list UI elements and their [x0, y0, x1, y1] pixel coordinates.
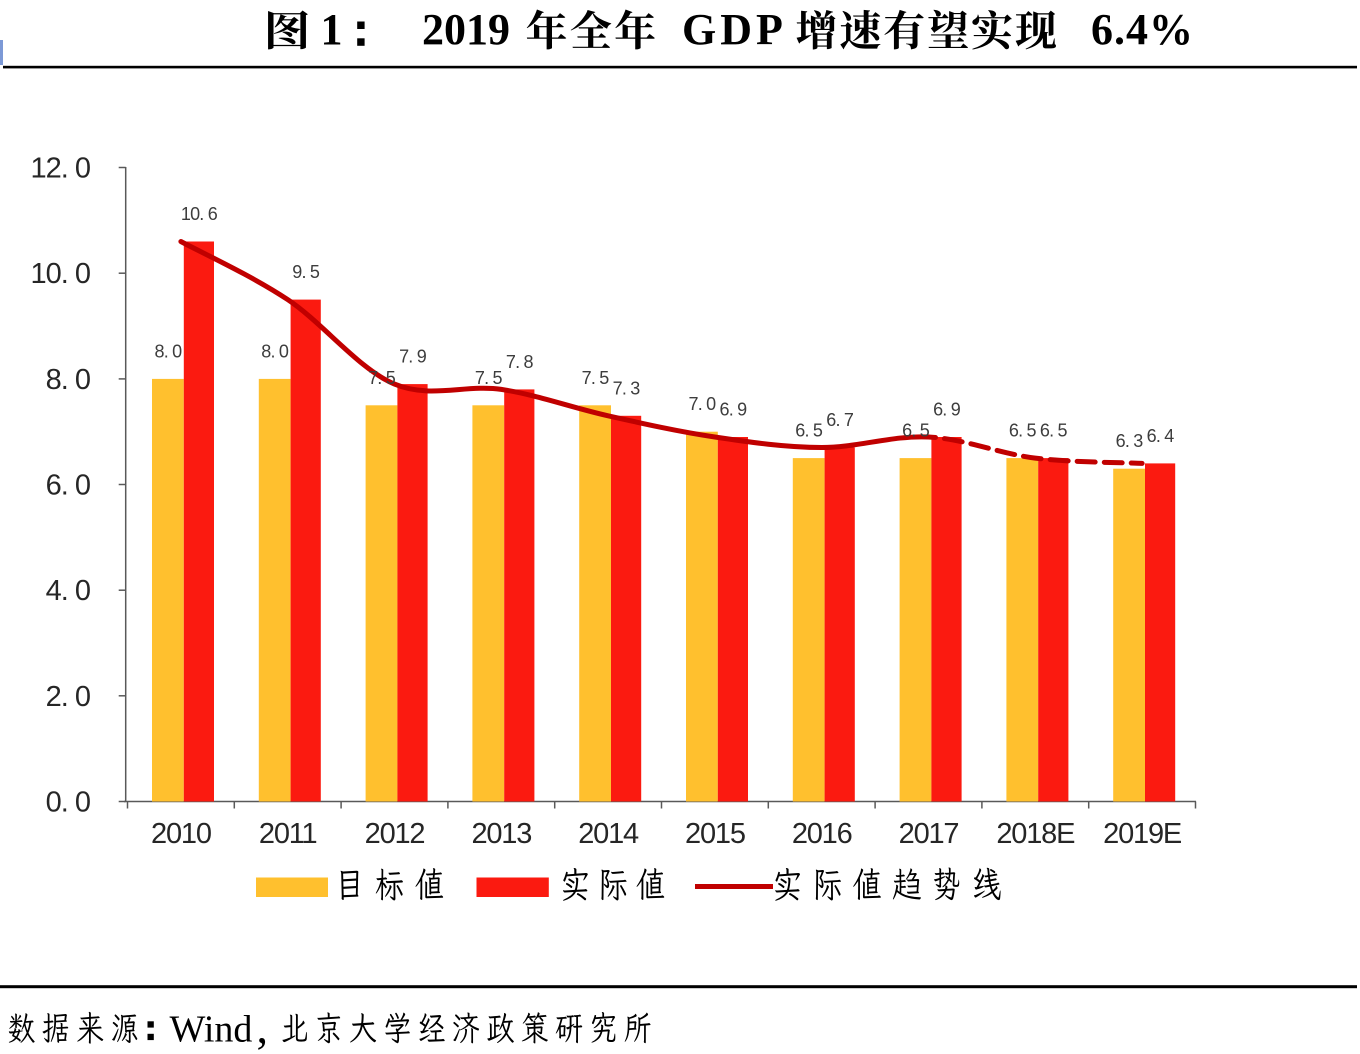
svg-text:2015: 2015 — [685, 818, 745, 850]
svg-text:0. 0: 0. 0 — [46, 787, 90, 819]
svg-text:6. 9: 6. 9 — [933, 400, 961, 420]
svg-text:1: 1 — [321, 5, 343, 54]
svg-text:2011: 2011 — [259, 818, 317, 850]
svg-text:2014: 2014 — [578, 818, 639, 850]
svg-text:2016: 2016 — [792, 818, 852, 850]
svg-text:7. 0: 7. 0 — [688, 394, 716, 414]
svg-text:10. 0: 10. 0 — [31, 258, 91, 290]
svg-text:6. 5: 6. 5 — [1009, 421, 1037, 441]
svg-text:,: , — [257, 1002, 269, 1053]
svg-text:6. 3: 6. 3 — [1116, 431, 1144, 451]
svg-text:6.4%: 6.4% — [1091, 5, 1194, 54]
svg-text:7. 9: 7. 9 — [399, 347, 427, 367]
svg-text:6. 5: 6. 5 — [795, 421, 823, 441]
svg-text:6. 7: 6. 7 — [826, 410, 854, 430]
svg-text:2017: 2017 — [899, 818, 959, 850]
svg-text:8. 0: 8. 0 — [46, 364, 90, 396]
svg-text:2018E: 2018E — [996, 818, 1075, 850]
svg-text:6. 5: 6. 5 — [902, 421, 930, 441]
svg-text:2012: 2012 — [365, 818, 425, 850]
svg-text:6. 0: 6. 0 — [46, 470, 90, 502]
svg-text:7. 5: 7. 5 — [368, 368, 396, 388]
svg-text:2. 0: 2. 0 — [46, 681, 90, 713]
svg-text:Wind: Wind — [170, 1009, 253, 1051]
svg-text:8. 0: 8. 0 — [154, 341, 182, 361]
svg-text:6. 5: 6. 5 — [1040, 421, 1068, 441]
svg-text:6. 9: 6. 9 — [719, 400, 747, 420]
svg-text:2010: 2010 — [151, 818, 211, 850]
svg-text:GDP: GDP — [682, 5, 787, 54]
svg-text:2019: 2019 — [422, 5, 510, 54]
svg-text:9. 5: 9. 5 — [292, 262, 320, 282]
svg-text:7. 3: 7. 3 — [613, 378, 641, 398]
svg-text:2013: 2013 — [471, 818, 531, 850]
svg-text:7. 8: 7. 8 — [506, 352, 534, 372]
svg-text:12. 0: 12. 0 — [31, 153, 91, 185]
svg-text:4. 0: 4. 0 — [46, 575, 90, 607]
svg-text:6. 4: 6. 4 — [1147, 426, 1175, 446]
svg-text:10. 6: 10. 6 — [181, 204, 218, 224]
svg-text:2019E: 2019E — [1103, 818, 1182, 850]
svg-text:8. 0: 8. 0 — [261, 341, 289, 361]
svg-text:7. 5: 7. 5 — [475, 368, 503, 388]
svg-text:7. 5: 7. 5 — [582, 368, 610, 388]
